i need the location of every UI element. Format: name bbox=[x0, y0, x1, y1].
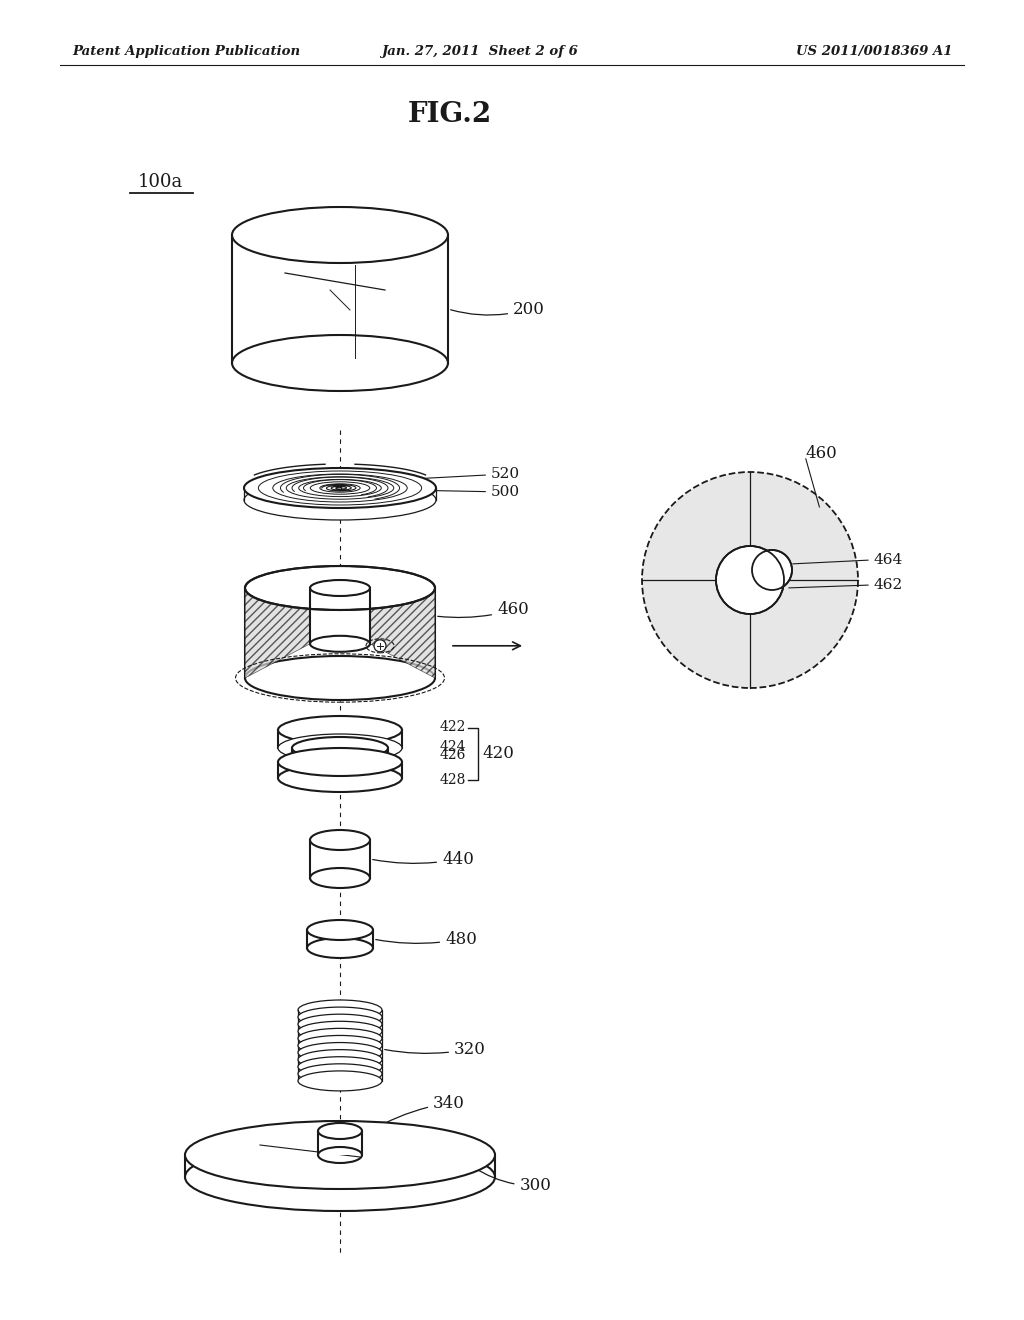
Ellipse shape bbox=[245, 656, 435, 700]
Text: 320: 320 bbox=[385, 1040, 485, 1057]
Ellipse shape bbox=[307, 939, 373, 958]
Ellipse shape bbox=[298, 1028, 382, 1048]
Text: 464: 464 bbox=[873, 553, 902, 568]
Text: 424: 424 bbox=[440, 741, 467, 754]
Text: 100a: 100a bbox=[138, 173, 183, 191]
Text: 480: 480 bbox=[376, 931, 477, 948]
Text: 300: 300 bbox=[474, 1167, 551, 1195]
Text: 440: 440 bbox=[373, 850, 474, 867]
Ellipse shape bbox=[298, 1001, 382, 1020]
Text: 422: 422 bbox=[440, 719, 466, 734]
Polygon shape bbox=[185, 1155, 495, 1177]
Circle shape bbox=[752, 550, 792, 590]
Polygon shape bbox=[370, 587, 435, 678]
Ellipse shape bbox=[298, 1049, 382, 1069]
Ellipse shape bbox=[310, 579, 370, 597]
Ellipse shape bbox=[278, 764, 402, 792]
Circle shape bbox=[716, 546, 784, 614]
Ellipse shape bbox=[185, 1121, 495, 1189]
Circle shape bbox=[718, 548, 782, 612]
Ellipse shape bbox=[292, 751, 388, 774]
Text: 462: 462 bbox=[873, 578, 902, 591]
Ellipse shape bbox=[245, 566, 435, 610]
Circle shape bbox=[754, 552, 790, 587]
Polygon shape bbox=[318, 1131, 362, 1155]
Ellipse shape bbox=[232, 335, 449, 391]
Text: 426: 426 bbox=[440, 748, 466, 762]
Ellipse shape bbox=[244, 469, 436, 508]
Ellipse shape bbox=[298, 1035, 382, 1056]
Text: US 2011/0018369 A1: US 2011/0018369 A1 bbox=[796, 45, 952, 58]
Ellipse shape bbox=[298, 1014, 382, 1034]
Text: FIG.2: FIG.2 bbox=[408, 102, 493, 128]
Text: Patent Application Publication: Patent Application Publication bbox=[72, 45, 300, 58]
Polygon shape bbox=[232, 235, 449, 363]
Text: Jan. 27, 2011  Sheet 2 of 6: Jan. 27, 2011 Sheet 2 of 6 bbox=[382, 45, 579, 58]
Text: 520: 520 bbox=[395, 467, 520, 480]
Ellipse shape bbox=[298, 1043, 382, 1063]
Ellipse shape bbox=[232, 207, 449, 263]
Circle shape bbox=[642, 473, 858, 688]
Circle shape bbox=[374, 640, 386, 652]
Ellipse shape bbox=[298, 1022, 382, 1041]
Ellipse shape bbox=[278, 715, 402, 744]
Ellipse shape bbox=[310, 869, 370, 888]
Text: 460: 460 bbox=[805, 446, 837, 462]
Ellipse shape bbox=[298, 1057, 382, 1077]
Ellipse shape bbox=[318, 1123, 362, 1139]
Ellipse shape bbox=[310, 636, 370, 652]
Ellipse shape bbox=[292, 737, 388, 759]
Ellipse shape bbox=[185, 1143, 495, 1210]
Ellipse shape bbox=[278, 734, 402, 762]
Text: 428: 428 bbox=[440, 774, 466, 787]
Text: 200: 200 bbox=[451, 301, 545, 318]
Text: 420: 420 bbox=[482, 746, 514, 763]
Ellipse shape bbox=[310, 830, 370, 850]
Text: 340: 340 bbox=[370, 1094, 465, 1131]
Polygon shape bbox=[310, 840, 370, 878]
Ellipse shape bbox=[307, 920, 373, 940]
Text: 500: 500 bbox=[406, 484, 520, 499]
Ellipse shape bbox=[278, 748, 402, 776]
Ellipse shape bbox=[244, 480, 436, 520]
Text: 460: 460 bbox=[438, 602, 528, 619]
Ellipse shape bbox=[298, 1064, 382, 1084]
Ellipse shape bbox=[298, 1007, 382, 1027]
Polygon shape bbox=[245, 587, 435, 678]
Ellipse shape bbox=[298, 1071, 382, 1090]
Polygon shape bbox=[245, 587, 310, 678]
Polygon shape bbox=[307, 931, 373, 948]
